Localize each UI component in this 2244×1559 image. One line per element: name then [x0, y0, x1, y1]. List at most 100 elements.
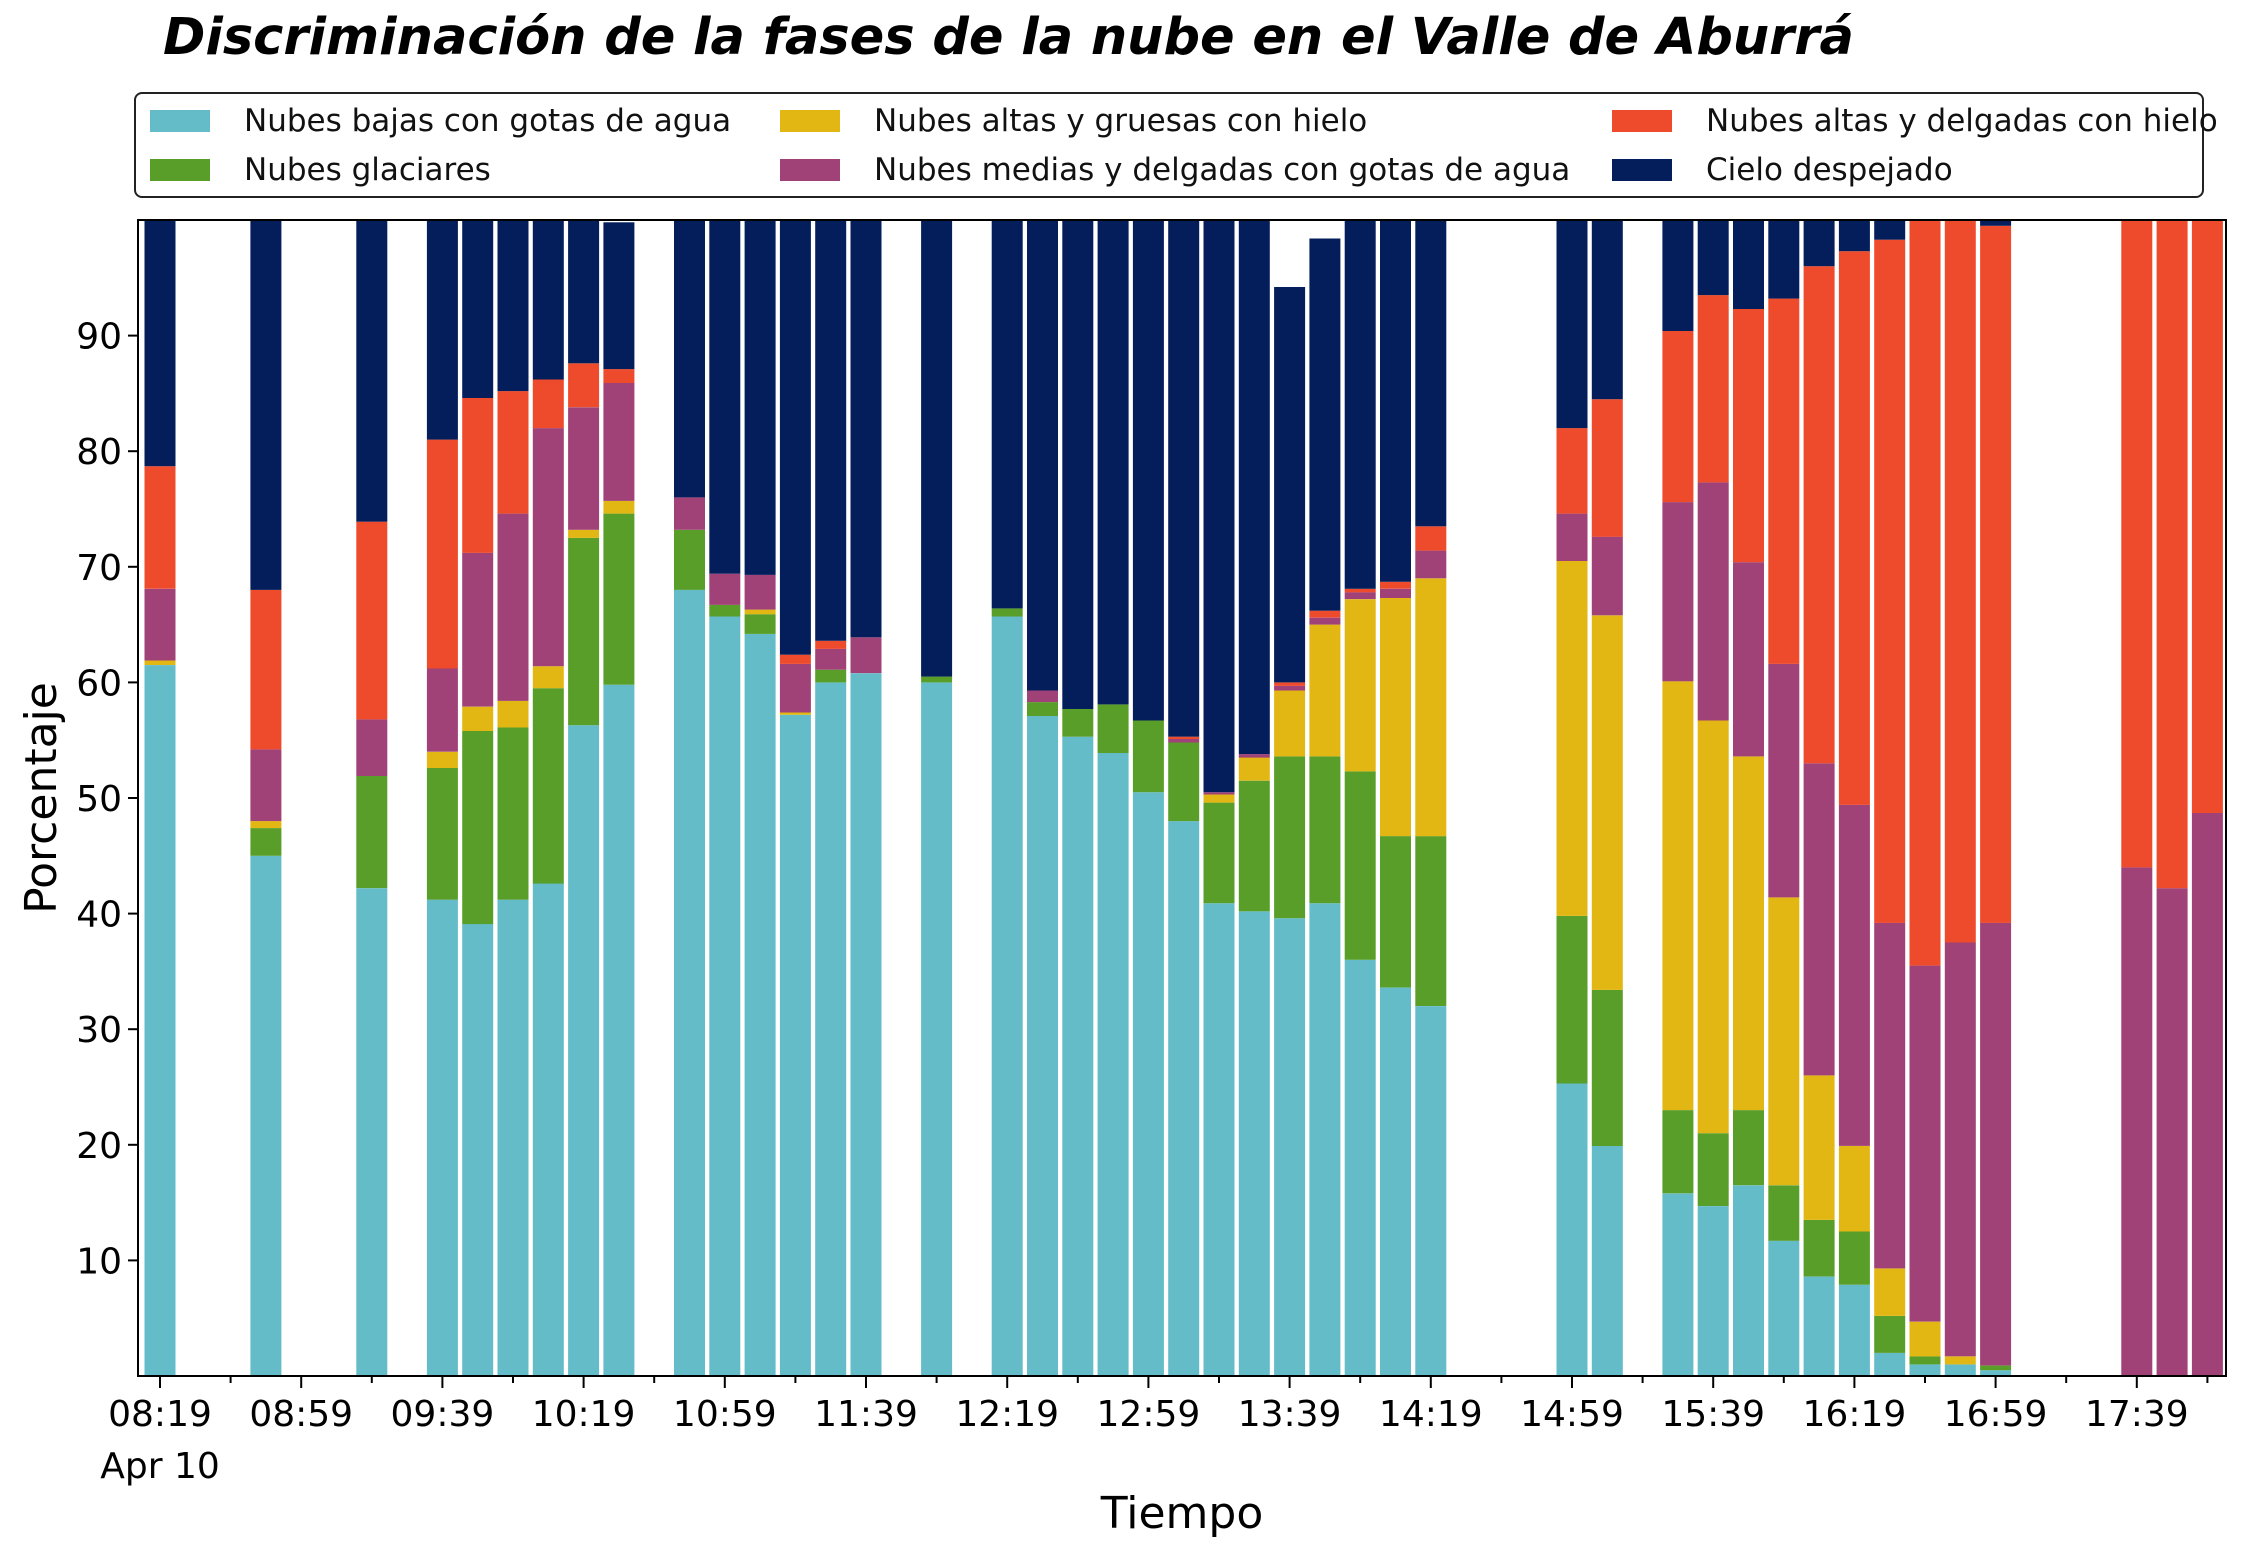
bar-segment: [1274, 287, 1306, 683]
x-tick-label: 14:59: [1520, 1394, 1624, 1435]
bar-segment: [497, 700, 529, 728]
y-tick-label: 20: [76, 1126, 122, 1167]
bar-segment: [1380, 836, 1411, 988]
bar-segment: [744, 633, 776, 1376]
bar-segment: [1803, 763, 1835, 1076]
bar-segment: [1733, 1110, 1764, 1186]
x-tick-label: 16:19: [1803, 1394, 1907, 1435]
bar-segment: [1027, 690, 1058, 703]
bar-segment: [1803, 1276, 1835, 1376]
bar-segment: [1380, 598, 1411, 837]
bar-segment: [1980, 922, 2012, 1366]
legend: Nubes bajas con gotas de agua Nubes glaci…: [134, 92, 2218, 198]
bar-segment: [603, 383, 635, 501]
bar-segment: [462, 398, 494, 553]
bar-segment: [1132, 720, 1164, 793]
bar-segment: [1591, 536, 1623, 616]
bar-segment: [1203, 220, 1235, 793]
bar-segment: [1556, 915, 1588, 1084]
bar-segment: [1662, 681, 1694, 1111]
bar-segment: [497, 220, 529, 392]
legend-item: Cielo despejado: [1612, 150, 1953, 190]
bar-segment: [1768, 220, 1800, 299]
bar-segment: [532, 428, 564, 667]
legend-swatch: [780, 159, 840, 181]
bar-segment: [850, 673, 882, 1376]
bar-segment: [1380, 987, 1411, 1376]
bar-segment: [2191, 813, 2223, 1376]
bar-segment: [1097, 704, 1129, 753]
bar-segment: [1238, 757, 1270, 781]
bar-segment: [1838, 251, 1870, 805]
bar-segment: [1803, 1075, 1835, 1220]
bar-segment: [1168, 742, 1200, 822]
x-tick-label: 10:59: [673, 1394, 777, 1435]
bar-segment: [250, 855, 282, 1376]
bar-segment: [603, 684, 635, 1376]
bar-segment: [1380, 220, 1411, 582]
y-axis: 10 20 30 40 50 60 70 80 90: [76, 317, 138, 1282]
x-tick-sublabel: Apr 10: [100, 1446, 220, 1487]
bar-segment: [674, 220, 705, 498]
bar-segment: [1874, 1268, 1906, 1316]
x-tick-label: 11:39: [814, 1394, 918, 1435]
bar-segment: [603, 500, 635, 514]
bar-segment: [462, 220, 494, 398]
bar-segment: [815, 640, 847, 649]
bar-segment: [1309, 610, 1341, 618]
bar-segment: [250, 821, 282, 828]
bar-segment: [1874, 220, 1906, 240]
bar-segment: [1132, 792, 1164, 1376]
bar-segment: [709, 573, 741, 605]
bar-segment: [250, 749, 282, 822]
bar-segment: [1309, 903, 1341, 1376]
bar-segment: [532, 688, 564, 884]
bar-segment: [426, 439, 458, 669]
bar-segment: [1980, 1365, 2012, 1371]
bar-segment: [1203, 794, 1235, 803]
bar-segment: [497, 727, 529, 900]
bar-segment: [1415, 220, 1447, 527]
bar-segment: [144, 588, 176, 661]
bar-segment: [1097, 752, 1129, 1376]
bar-segment: [1838, 1146, 1870, 1232]
bar-segment: [850, 637, 882, 674]
bar-segment: [815, 648, 847, 670]
bar-segment: [1238, 220, 1270, 755]
bar-segment: [921, 220, 953, 677]
bar-segment: [1768, 663, 1800, 898]
bar-segment: [1874, 1315, 1906, 1353]
bar-segment: [709, 604, 741, 617]
bar-segment: [1203, 792, 1235, 795]
legend-swatch: [1612, 159, 1672, 181]
bar-segment: [1238, 911, 1270, 1376]
bar-segment: [497, 513, 529, 701]
bar-segment: [1168, 220, 1200, 737]
bar-segment: [1344, 599, 1376, 772]
bar-segment: [1097, 220, 1129, 705]
legend-label: Nubes altas y gruesas con hielo: [874, 103, 1368, 139]
bar-segment: [1803, 1219, 1835, 1277]
bar-segment: [1309, 624, 1341, 757]
bar-segment: [1874, 922, 1906, 1269]
bar-segment: [1768, 1240, 1800, 1376]
x-tick-label: 14:19: [1379, 1394, 1483, 1435]
bar-segment: [779, 220, 811, 655]
bar-segment: [1909, 1356, 1941, 1365]
bar-segment: [1556, 561, 1588, 916]
bar-segment: [921, 682, 953, 1376]
bar-segment: [1909, 1364, 1941, 1376]
bar-segment: [497, 899, 529, 1376]
bar-segment: [1944, 942, 1976, 1357]
x-axis-label: Tiempo: [1100, 1488, 1264, 1539]
bar-segment: [1944, 220, 1976, 943]
bar-segment: [1168, 821, 1200, 1376]
bar-segment: [1662, 1193, 1694, 1376]
legend-label: Nubes bajas con gotas de agua: [244, 103, 732, 139]
bar-segment: [815, 682, 847, 1376]
bar-segment: [1027, 702, 1058, 716]
bar-segment: [426, 668, 458, 752]
y-tick-label: 80: [76, 432, 122, 473]
bar-segment: [2156, 220, 2188, 889]
bar-segment: [1344, 959, 1376, 1376]
